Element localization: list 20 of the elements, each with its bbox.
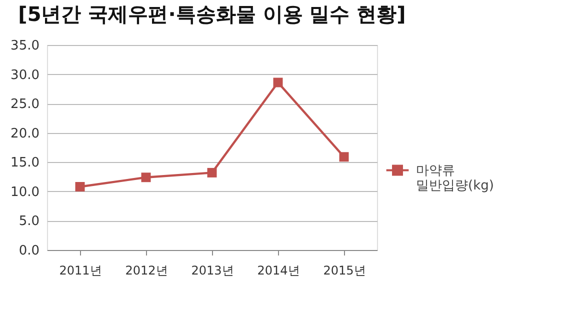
x-tick-label: 2015년: [323, 264, 366, 278]
point: [273, 78, 283, 88]
y-tick-label: 30.0: [10, 68, 40, 83]
y-tick-label: 0.0: [18, 244, 40, 258]
x-tick-label: 2013년: [191, 264, 234, 278]
y-tick-label: 20.0: [10, 126, 40, 142]
y-tick-label: 10.0: [10, 184, 40, 200]
point: [75, 182, 85, 192]
y-tick-label: 15.0: [10, 156, 40, 171]
x-tick-label: 2012년: [125, 264, 168, 278]
point: [339, 152, 349, 162]
y-tick-label: 25.0: [10, 97, 40, 112]
x-tick-label: 2011년: [59, 264, 102, 278]
point: [207, 168, 217, 178]
y-tick-label: 5.0: [18, 214, 40, 230]
y-tick-label: 35.0: [10, 38, 40, 54]
chart-title: [5년간 국제우편·특송화물 이용 밀수 현황]: [18, 2, 406, 26]
legend-label: 마약류 밀반입량(kg): [416, 163, 494, 194]
x-tick-label: 2014년: [257, 264, 300, 278]
point: [141, 172, 151, 182]
